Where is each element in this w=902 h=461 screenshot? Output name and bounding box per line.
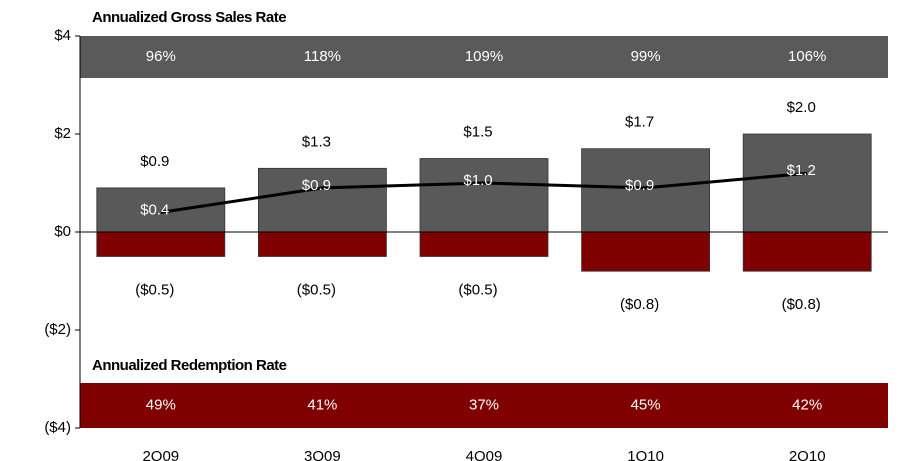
bar [96, 231, 226, 257]
data-label: ($0.8) [782, 296, 821, 313]
x-tick-label: 2Q10 [789, 448, 826, 461]
y-tick-label: ($2) [44, 321, 71, 338]
y-tick-label: $0 [54, 223, 71, 240]
data-label: $1.3 [302, 133, 331, 150]
x-tick-label: 4Q09 [466, 448, 503, 461]
band-label: 99% [631, 48, 661, 65]
bar [742, 231, 872, 272]
bar [257, 231, 387, 257]
band-label: 109% [465, 48, 503, 65]
band-label: 96% [146, 48, 176, 65]
x-tick-label: 1Q10 [627, 448, 664, 461]
x-tick-label: 3Q09 [304, 448, 341, 461]
y-tick-label: $4 [54, 27, 71, 44]
y-tick-label: $2 [54, 125, 71, 142]
band-title: Annualized Redemption Rate [92, 357, 287, 374]
band-label: 37% [469, 396, 499, 413]
data-label: ($0.8) [620, 296, 659, 313]
band-label: 45% [631, 396, 661, 413]
data-label: $1.0 [463, 172, 492, 189]
band-label: 41% [307, 396, 337, 413]
bar [419, 231, 549, 257]
bar [419, 158, 549, 233]
data-label: ($0.5) [297, 281, 336, 298]
bar [581, 148, 710, 233]
band-title: Annualized Gross Sales Rate [92, 9, 286, 26]
band-label: 106% [788, 48, 826, 65]
rate-band [80, 383, 888, 428]
band-label: 42% [792, 396, 822, 413]
data-label: $0.9 [302, 177, 331, 194]
rate-band [80, 36, 888, 78]
data-label: $0.9 [140, 153, 169, 170]
data-label: $1.7 [625, 114, 654, 131]
bar [96, 187, 226, 233]
y-tick-label: ($4) [44, 419, 71, 436]
band-label: 49% [146, 396, 176, 413]
data-label: $0.9 [625, 177, 654, 194]
bar [257, 167, 387, 233]
data-label: $1.5 [463, 123, 492, 140]
data-label: $2.0 [787, 99, 816, 116]
bar [581, 231, 710, 272]
data-label: ($0.5) [458, 281, 497, 298]
net-line [160, 171, 808, 214]
data-label: $1.2 [787, 162, 816, 179]
band-label: 118% [304, 48, 341, 65]
x-tick-label: 2Q09 [142, 448, 179, 461]
bar [742, 133, 872, 233]
data-label: $0.4 [140, 201, 169, 218]
data-label: ($0.5) [135, 281, 174, 298]
